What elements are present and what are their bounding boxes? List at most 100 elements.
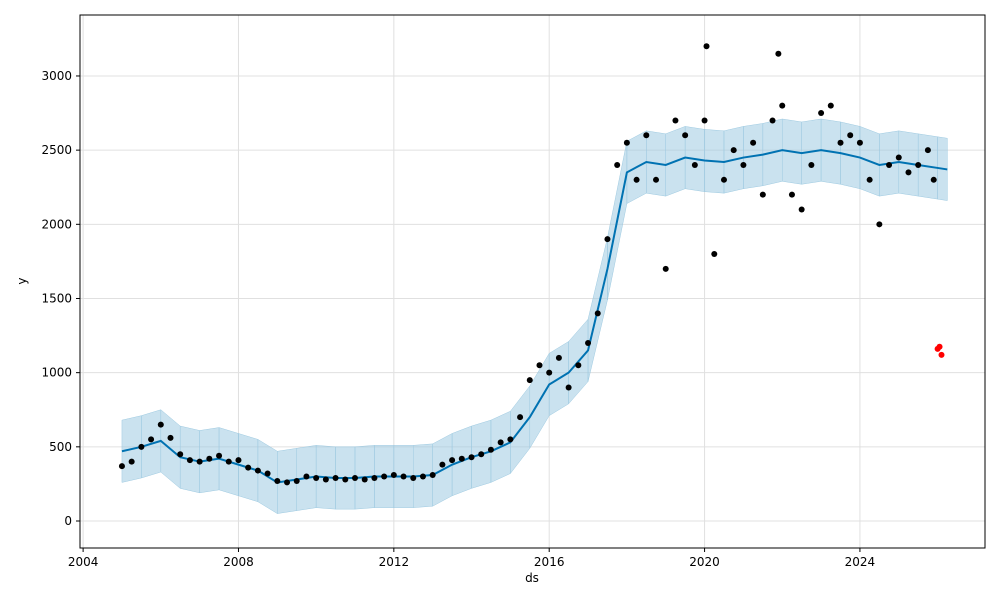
data-point	[400, 473, 407, 480]
data-point	[623, 139, 630, 146]
data-point	[381, 473, 388, 480]
data-point	[779, 102, 786, 109]
data-point	[235, 457, 242, 464]
data-point	[604, 236, 611, 243]
data-point	[458, 455, 465, 462]
labels-layer: ds y 2004 2008 2012 2016 2020 2024 0 500 1000 150…	[15, 69, 875, 585]
x-tick-label: 2024	[845, 555, 876, 569]
y-axis-label: y	[15, 277, 29, 284]
data-point	[371, 474, 378, 481]
data-point	[876, 221, 883, 228]
data-point	[808, 161, 815, 168]
data-point	[148, 436, 155, 443]
data-point	[342, 476, 349, 483]
data-point	[924, 147, 931, 154]
data-point	[157, 421, 164, 428]
data-point	[332, 474, 339, 481]
data-point	[177, 451, 184, 458]
data-point	[886, 161, 893, 168]
data-point	[662, 265, 669, 272]
data-point	[643, 132, 650, 139]
data-point	[439, 461, 446, 468]
data-point	[585, 339, 592, 346]
data-point	[361, 476, 368, 483]
y-tick-label: 3000	[41, 69, 72, 83]
data-point	[730, 147, 737, 154]
data-point	[487, 446, 494, 453]
data-point	[614, 161, 621, 168]
data-point	[313, 474, 320, 481]
data-point	[254, 467, 261, 474]
grid-layer	[80, 15, 985, 548]
data-point	[546, 369, 553, 376]
data-point	[245, 464, 252, 471]
data-point	[128, 458, 135, 465]
data-point	[575, 362, 582, 369]
data-point	[759, 191, 766, 198]
data-point	[507, 436, 514, 443]
data-point	[517, 414, 524, 421]
data-point	[536, 362, 543, 369]
forecast-line	[121, 149, 948, 484]
x-tick-label: 2008	[223, 555, 254, 569]
data-point	[672, 117, 679, 124]
y-tick-label: 2000	[41, 217, 72, 231]
data-point	[837, 139, 844, 146]
data-point	[196, 458, 203, 465]
data-point	[419, 473, 426, 480]
data-point	[847, 132, 854, 139]
data-point	[526, 377, 533, 384]
data-point	[720, 176, 727, 183]
data-point	[750, 139, 757, 146]
data-point	[938, 351, 945, 358]
data-point	[167, 434, 174, 441]
data-point	[118, 463, 125, 470]
data-point	[930, 176, 937, 183]
plot-frame	[79, 14, 986, 549]
data-point	[653, 176, 660, 183]
y-tick-label: 0	[64, 514, 72, 528]
data-point	[284, 479, 291, 486]
data-point	[410, 474, 417, 481]
data-point	[303, 473, 310, 480]
data-point	[691, 161, 698, 168]
data-point	[905, 169, 912, 176]
data-point	[468, 454, 475, 461]
data-point	[555, 354, 562, 361]
data-point	[186, 457, 193, 464]
x-tick-label: 2012	[379, 555, 410, 569]
y-tick-label: 500	[49, 440, 72, 454]
data-point	[216, 452, 223, 459]
data-point	[274, 477, 281, 484]
y-tick-label: 1000	[41, 366, 72, 380]
data-point	[390, 472, 397, 479]
data-point	[895, 154, 902, 161]
data-point	[293, 477, 300, 484]
data-point	[322, 476, 329, 483]
data-point	[915, 161, 922, 168]
data-point	[138, 443, 145, 450]
data-point	[449, 457, 456, 464]
data-point	[866, 176, 873, 183]
data-point	[701, 117, 708, 124]
x-axis-label: ds	[525, 571, 539, 585]
data-point	[856, 139, 863, 146]
data-point	[827, 102, 834, 109]
data-point	[478, 451, 485, 458]
data-point	[775, 50, 782, 57]
y-tick-label: 1500	[41, 291, 72, 305]
data-point	[818, 110, 825, 117]
data-point	[798, 206, 805, 213]
data-point	[351, 474, 358, 481]
data-point	[497, 439, 504, 446]
data-point	[703, 43, 710, 50]
x-tick-label: 2020	[689, 555, 720, 569]
x-tick-label: 2004	[68, 555, 99, 569]
y-tick-label: 2500	[41, 143, 72, 157]
marks-layer	[118, 43, 948, 515]
data-point	[682, 132, 689, 139]
data-point	[769, 117, 776, 124]
data-point	[225, 458, 232, 465]
